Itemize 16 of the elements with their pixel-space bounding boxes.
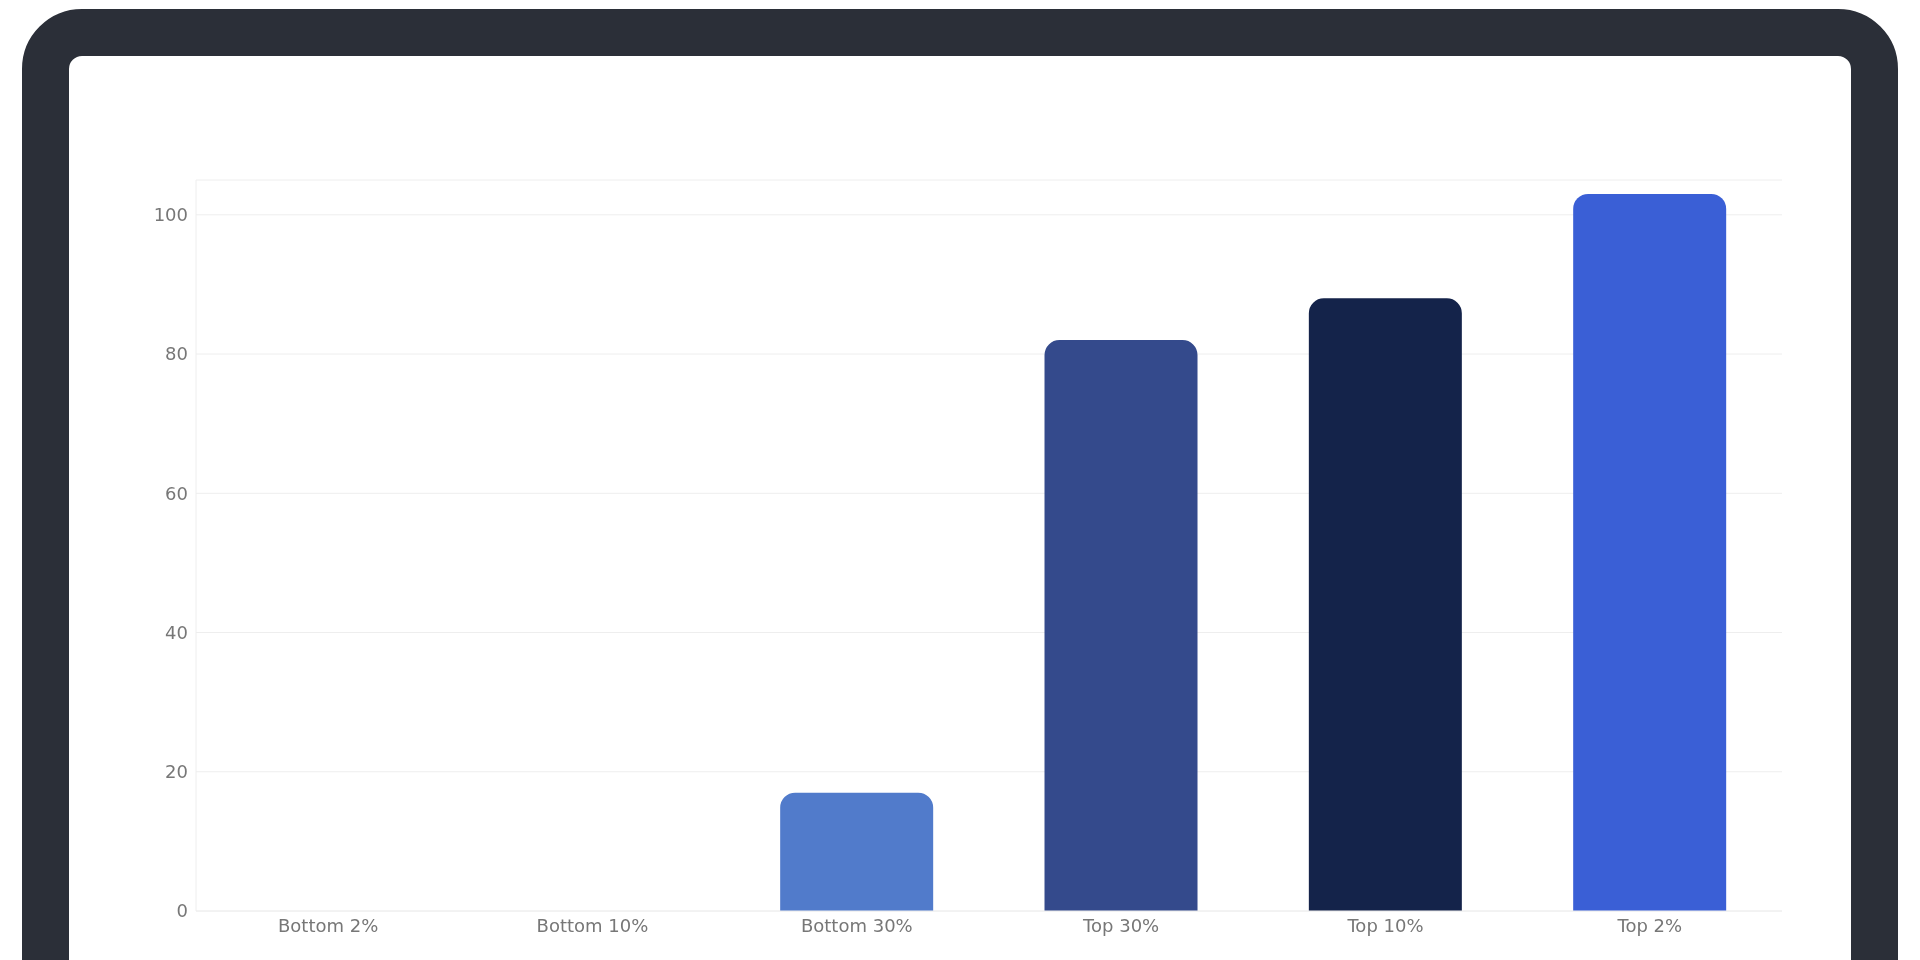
x-tick-label: Top 10% xyxy=(1346,914,1424,936)
x-tick-label: Top 30% xyxy=(1082,914,1160,936)
y-tick-label: 100 xyxy=(153,204,188,226)
y-tick-label: 60 xyxy=(165,482,188,504)
bar xyxy=(780,792,934,911)
bar xyxy=(1573,193,1727,911)
bar xyxy=(1308,298,1462,911)
bar xyxy=(1044,340,1198,911)
x-tick-label: Bottom 2% xyxy=(278,914,379,936)
y-tick-label: 20 xyxy=(165,761,188,783)
y-tick-label: 40 xyxy=(165,621,188,643)
y-tick-label: 80 xyxy=(165,343,188,365)
x-tick-label: Bottom 30% xyxy=(800,914,913,936)
x-tick-label: Bottom 10% xyxy=(536,914,649,936)
y-tick-label: 0 xyxy=(176,900,188,922)
x-tick-label: Top 2% xyxy=(1616,914,1683,936)
